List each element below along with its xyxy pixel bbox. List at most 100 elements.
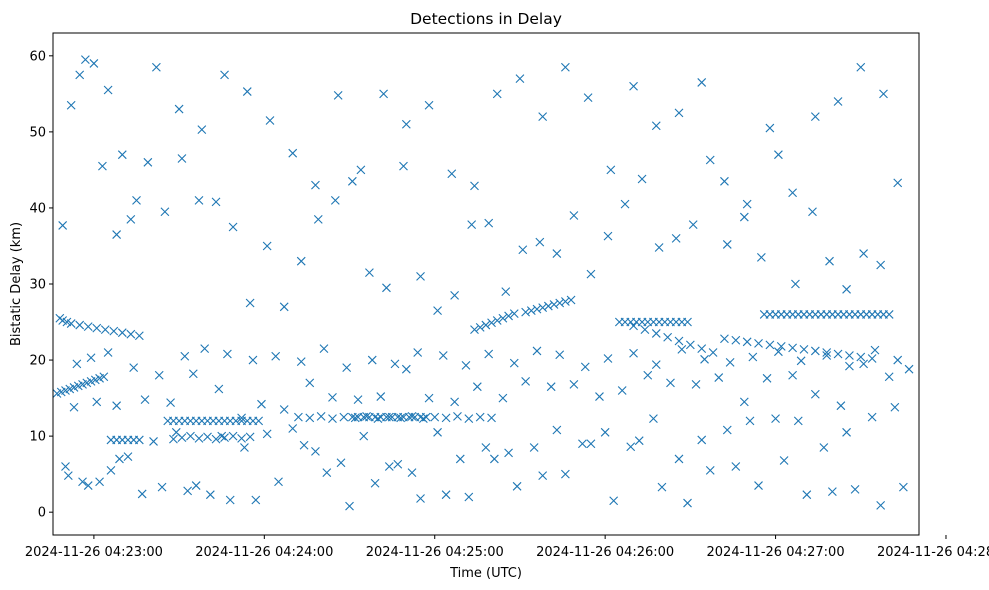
data-point	[705, 155, 715, 165]
y-tick-label: 30	[29, 278, 46, 293]
data-point	[799, 345, 809, 354]
data-point	[884, 310, 894, 319]
x-tick-label: 2024-11-26 04:24:00	[195, 545, 333, 560]
x-tick-label: 2024-11-26 04:26:00	[536, 545, 674, 560]
data-point	[328, 392, 337, 402]
data-point	[137, 489, 147, 499]
data-point	[708, 348, 718, 357]
y-axis: 0 10 20 30 40 50 60	[29, 49, 53, 521]
y-tick-label: 10	[29, 430, 46, 445]
data-point	[220, 433, 229, 443]
data-point	[418, 414, 428, 424]
data-point	[430, 412, 440, 422]
data-point	[347, 176, 357, 186]
data-point	[521, 376, 531, 386]
data-point	[833, 97, 843, 106]
data-point	[634, 436, 644, 446]
data-point	[461, 360, 471, 370]
data-point	[174, 104, 184, 114]
data-point	[251, 495, 261, 505]
data-point	[546, 382, 556, 392]
data-point	[401, 119, 411, 129]
data-point	[518, 245, 528, 255]
data-point	[262, 241, 272, 251]
data-point	[416, 272, 425, 281]
data-point	[543, 301, 553, 311]
data-point	[322, 468, 332, 478]
data-point	[532, 346, 542, 356]
data-point	[464, 414, 474, 424]
x-tick-label: 2024-11-26 04:28:00	[877, 545, 989, 560]
data-point	[643, 370, 653, 380]
data-point	[810, 389, 820, 399]
data-point	[774, 347, 783, 357]
data-point	[850, 484, 860, 494]
data-point	[722, 425, 732, 435]
data-point	[194, 434, 204, 443]
data-point	[580, 362, 590, 372]
data-points	[52, 55, 914, 511]
data-point	[296, 357, 306, 366]
data-point	[836, 401, 846, 411]
data-point	[294, 412, 303, 422]
data-point	[603, 231, 613, 241]
data-point	[225, 495, 235, 505]
data-point	[413, 348, 423, 357]
data-point	[549, 300, 559, 309]
data-point	[129, 363, 139, 373]
data-point	[66, 319, 76, 328]
data-point	[299, 440, 309, 450]
data-point	[739, 397, 749, 407]
data-point	[788, 188, 797, 198]
data-point	[697, 78, 707, 87]
data-point	[504, 311, 513, 321]
data-point	[876, 260, 886, 270]
data-point	[867, 412, 877, 422]
data-point	[810, 346, 820, 356]
data-point	[214, 384, 224, 394]
data-point	[339, 412, 349, 422]
x-axis: 2024-11-26 04:23:00 2024-11-26 04:24:00 20…	[25, 535, 989, 560]
data-point	[211, 434, 221, 444]
data-point	[657, 482, 667, 492]
data-point	[61, 462, 70, 471]
data-point	[149, 437, 158, 446]
data-point	[274, 477, 283, 487]
data-point	[333, 90, 343, 100]
data-point	[893, 178, 903, 188]
data-point	[472, 382, 482, 392]
data-point	[365, 268, 374, 277]
data-point	[742, 337, 752, 347]
data-point	[489, 454, 499, 464]
data-point	[80, 55, 90, 65]
data-point	[569, 211, 579, 220]
data-point	[603, 354, 613, 363]
data-point	[257, 399, 266, 409]
x-tick-label: 2024-11-26 04:23:00	[25, 545, 163, 560]
data-point	[731, 335, 741, 345]
data-point	[504, 448, 513, 458]
data-point	[515, 74, 525, 84]
data-point	[384, 462, 394, 471]
data-point	[157, 482, 167, 492]
data-point	[69, 402, 79, 412]
data-point	[762, 373, 772, 383]
data-point	[112, 401, 122, 411]
data-point	[859, 359, 869, 369]
data-point	[484, 349, 494, 359]
data-point	[66, 100, 76, 110]
data-point	[370, 478, 380, 488]
data-point	[674, 336, 684, 346]
data-point	[714, 373, 724, 382]
data-point	[808, 207, 817, 217]
data-point	[893, 355, 903, 365]
data-point	[697, 435, 707, 445]
data-point	[856, 352, 866, 362]
data-point	[876, 500, 886, 510]
data-point	[754, 338, 763, 348]
data-point	[674, 454, 684, 464]
data-point	[651, 329, 661, 338]
data-point	[382, 283, 391, 293]
data-point	[384, 412, 394, 422]
data-point	[688, 220, 698, 230]
